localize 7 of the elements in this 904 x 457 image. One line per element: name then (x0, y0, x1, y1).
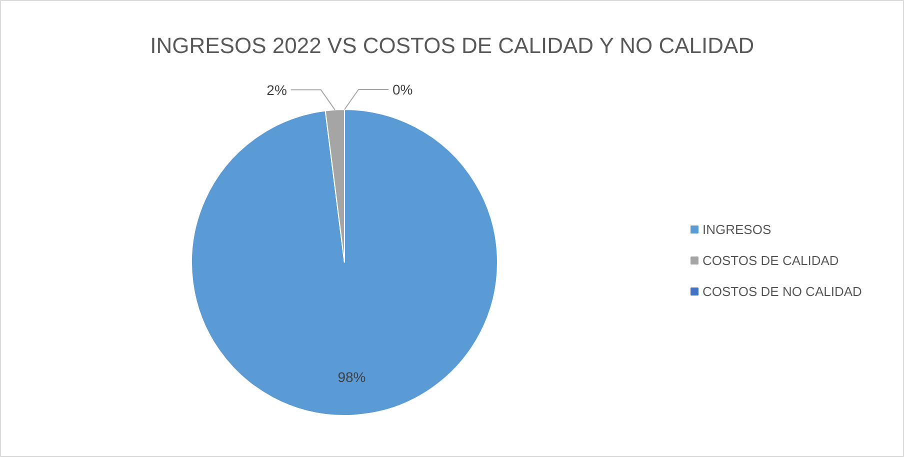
legend-label: COSTOS DE NO CALIDAD (702, 284, 862, 299)
data-label: 98% (338, 369, 366, 386)
data-label: 2% (266, 82, 287, 98)
chart-title: INGRESOS 2022 VS COSTOS DE CALIDAD Y NO CALIDAD (150, 33, 754, 58)
legend-label: INGRESOS (702, 222, 772, 237)
legend-label: COSTOS DE CALIDAD (702, 253, 839, 268)
text: 0% (392, 82, 413, 98)
